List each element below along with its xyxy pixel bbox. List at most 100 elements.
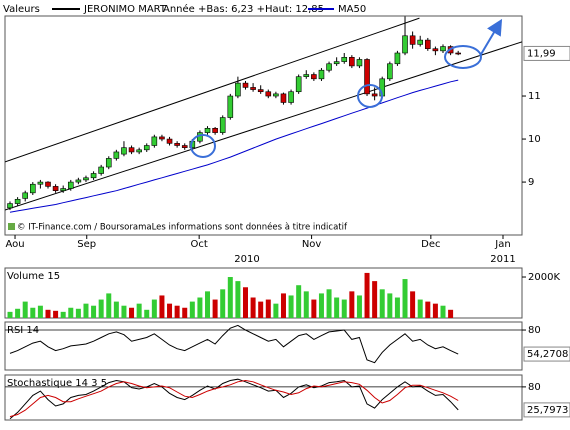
candle-body: [219, 117, 226, 133]
volume-bar: [68, 307, 74, 318]
panel-title: RSI 14: [7, 325, 39, 336]
candle-body: [113, 151, 120, 159]
volume-bar: [448, 309, 454, 318]
candle-body: [227, 95, 234, 118]
candle-body: [364, 59, 370, 95]
plot-area: [5, 324, 522, 364]
candle-body: [52, 186, 59, 191]
year-label: 2010: [234, 254, 259, 265]
candle-body: [143, 145, 150, 151]
series-line: [9, 378, 459, 420]
candle-body: [402, 35, 408, 54]
x-tick-label: Nov: [302, 239, 322, 250]
volume-bar: [22, 301, 28, 318]
year-label: 2011: [490, 254, 515, 265]
candle-body: [356, 59, 363, 67]
volume-bar: [372, 281, 378, 318]
legend-label: MA50: [338, 4, 366, 15]
volume-bar: [280, 293, 286, 318]
volume-bar: [91, 305, 97, 318]
y-tick-label: 80: [528, 325, 541, 336]
candle-body: [371, 93, 378, 97]
panel: [4, 374, 523, 421]
last-value-box: [523, 45, 570, 61]
x-tick-label: Sep: [77, 239, 96, 250]
volume-bar: [288, 295, 294, 318]
volume-bar: [7, 311, 13, 318]
volume-bar: [151, 299, 157, 318]
volume-bar: [212, 299, 218, 318]
volume-bar: [205, 291, 211, 318]
x-tick-label: Oct: [191, 239, 208, 250]
y-tick-label: 11: [528, 91, 541, 102]
candle-body: [83, 177, 89, 181]
last-value-box: [523, 346, 570, 362]
x-tick-label: Dec: [421, 239, 440, 250]
highlight-circle: [190, 134, 216, 158]
candle-body: [257, 89, 264, 93]
volume-bar: [129, 307, 135, 318]
trend-line: [5, 41, 522, 211]
candle-body: [105, 158, 112, 168]
volume-bar: [45, 309, 51, 318]
candle-body: [121, 147, 127, 155]
candle-body: [295, 76, 302, 93]
footnote: © IT-Finance.com / BoursoramaLes informa…: [17, 222, 348, 233]
volume-bar: [75, 308, 81, 318]
volume-bar: [167, 303, 173, 318]
candle-body: [455, 52, 461, 55]
candle-body: [75, 179, 82, 183]
panel-title: Stochastique 14 3 5: [7, 378, 107, 389]
annotations: [190, 18, 503, 158]
volume-bar: [349, 291, 355, 318]
volume-bar: [334, 297, 340, 318]
candle-body: [288, 91, 294, 103]
candle-body: [7, 203, 13, 209]
volume-bar: [83, 303, 89, 318]
volume-bar: [182, 307, 188, 318]
candle-body: [349, 57, 355, 67]
volume-bar: [136, 303, 142, 318]
last-value-label: 54,2708: [527, 349, 568, 360]
volume-bar: [197, 297, 203, 318]
chart-layer: 9 10 11 11,99 2000K Volume 15 80 54,2708 RSI 14 8…: [3, 3, 570, 421]
footnote-icon: [8, 223, 15, 230]
candle-body: [212, 127, 218, 133]
last-value-label: 11,99: [527, 48, 556, 59]
candle-body: [14, 198, 21, 204]
volume-bar: [425, 301, 431, 318]
candle-body: [60, 188, 66, 191]
volume-bar: [379, 289, 385, 318]
candle-body: [273, 93, 279, 97]
volume-bar: [265, 299, 271, 318]
candle-body: [166, 138, 173, 144]
volume-bar: [98, 299, 104, 318]
y-tick-label: 10: [528, 134, 541, 145]
volume-bar: [417, 299, 423, 318]
candle-body: [425, 39, 431, 49]
plot-area: [7, 272, 461, 318]
candle-body: [280, 93, 287, 103]
volume-bar: [303, 291, 309, 318]
volume-bar: [311, 299, 317, 318]
series-line: [9, 79, 459, 213]
series-line: [9, 324, 459, 364]
last-value-box: [523, 402, 570, 418]
volume-bar: [53, 310, 59, 318]
trend-line: [5, 17, 420, 163]
volume-bar: [341, 299, 347, 318]
volume-bar: [144, 309, 150, 318]
candle-body: [311, 74, 317, 80]
volume-bar: [159, 295, 165, 318]
candle-body: [45, 181, 51, 187]
x-tick-label: Aou: [5, 239, 24, 250]
volume-bar: [432, 303, 438, 318]
candle-body: [440, 46, 446, 52]
volume-bar: [189, 301, 195, 318]
volume-bar: [113, 301, 119, 318]
y-tick-label: 9: [528, 177, 534, 188]
candle-body: [341, 57, 348, 62]
candle-body: [30, 183, 36, 194]
candle-body: [136, 149, 142, 153]
